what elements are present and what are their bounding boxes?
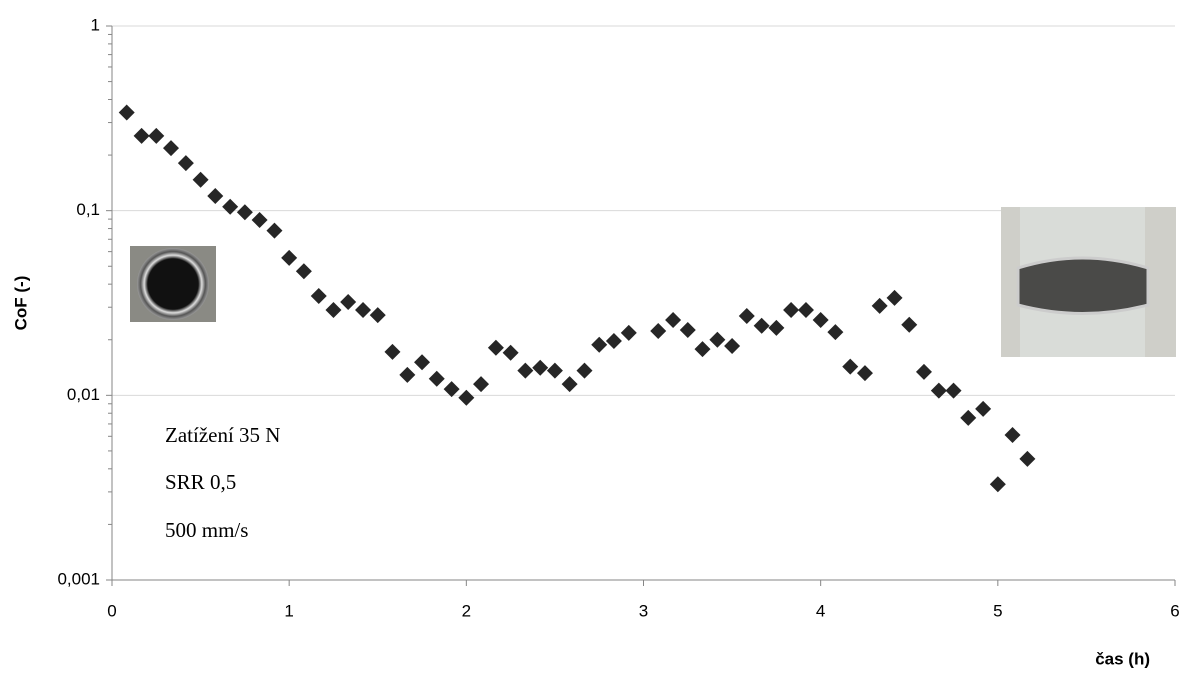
x-tick-label: 1 xyxy=(284,601,293,620)
point xyxy=(724,337,741,354)
point xyxy=(679,321,696,338)
point xyxy=(443,381,460,398)
point xyxy=(989,476,1006,493)
point xyxy=(369,307,386,324)
point xyxy=(384,343,401,360)
point xyxy=(399,366,416,383)
point xyxy=(871,297,888,314)
annotation: Zatížení 35 N xyxy=(165,423,280,447)
point xyxy=(856,365,873,382)
point xyxy=(118,104,135,121)
y-tick-label: 0,001 xyxy=(57,569,100,588)
point xyxy=(177,155,194,172)
y-tick-label: 0,01 xyxy=(67,385,100,404)
point xyxy=(915,363,932,380)
point xyxy=(975,400,992,417)
point xyxy=(428,370,445,387)
point xyxy=(325,301,342,318)
point xyxy=(355,301,372,318)
point xyxy=(340,294,357,311)
x-tick-label: 2 xyxy=(462,601,471,620)
point xyxy=(414,354,431,371)
point xyxy=(620,324,637,341)
point xyxy=(591,336,608,353)
point xyxy=(827,324,844,341)
point xyxy=(502,344,519,361)
point xyxy=(783,301,800,318)
inset-photo-right xyxy=(1001,207,1176,357)
point xyxy=(222,198,239,215)
point xyxy=(207,188,224,205)
x-tick-label: 5 xyxy=(993,601,1002,620)
point xyxy=(133,127,150,144)
point xyxy=(812,311,829,328)
point xyxy=(901,316,918,333)
point xyxy=(768,319,785,336)
point xyxy=(576,362,593,379)
point xyxy=(930,382,947,399)
inset-photo-left xyxy=(130,246,216,322)
y-axis-label: CoF (-) xyxy=(11,276,30,331)
point xyxy=(960,409,977,426)
x-tick-label: 0 xyxy=(107,601,116,620)
annotation: 500 mm/s xyxy=(165,518,248,542)
point xyxy=(945,382,962,399)
x-tick-label: 6 xyxy=(1170,601,1179,620)
point xyxy=(546,362,563,379)
point xyxy=(192,171,209,188)
point xyxy=(842,358,859,375)
point xyxy=(517,362,534,379)
point xyxy=(709,331,726,348)
point xyxy=(532,359,549,376)
point xyxy=(753,317,770,334)
x-tick-label: 4 xyxy=(816,601,825,620)
point xyxy=(473,376,490,393)
y-tick-label: 1 xyxy=(91,15,100,34)
point xyxy=(1004,426,1021,443)
point xyxy=(797,301,814,318)
point xyxy=(605,332,622,349)
x-axis-label: čas (h) xyxy=(1095,649,1150,668)
x-tick-label: 3 xyxy=(639,601,648,620)
point xyxy=(487,339,504,356)
point xyxy=(236,204,253,221)
point xyxy=(1019,450,1036,467)
point xyxy=(310,288,327,305)
point xyxy=(665,311,682,328)
point xyxy=(148,127,165,144)
point xyxy=(281,249,298,266)
point xyxy=(886,289,903,306)
point xyxy=(650,323,667,340)
point xyxy=(162,140,179,157)
point xyxy=(295,263,312,280)
point xyxy=(694,341,711,358)
annotation: SRR 0,5 xyxy=(165,470,236,494)
point xyxy=(251,212,268,229)
point xyxy=(738,307,755,324)
point xyxy=(266,222,283,239)
y-tick-label: 0,1 xyxy=(76,200,100,219)
point xyxy=(561,376,578,393)
point xyxy=(458,389,475,406)
